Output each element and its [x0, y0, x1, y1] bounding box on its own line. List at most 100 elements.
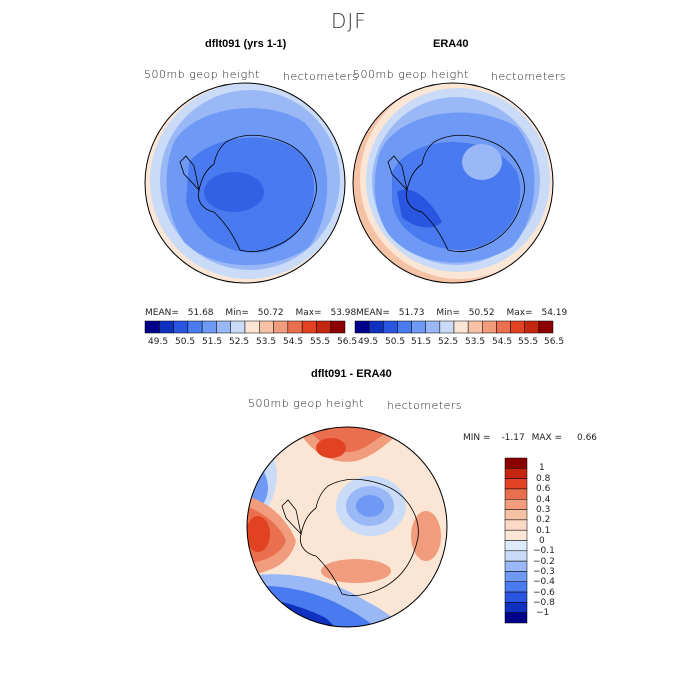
panel1-colorbar-cell — [273, 320, 289, 334]
panel3-title: dflt091 - ERA40 — [311, 368, 392, 380]
panel2-min-value: 50.52 — [468, 308, 495, 318]
panel1-tick: 53.5 — [256, 337, 277, 347]
panel2-colorbar-cell — [453, 320, 469, 334]
panel1-tick: 55.5 — [310, 337, 331, 347]
panel1-colorbar-cell — [144, 320, 160, 334]
panel1-tick: 56.5 — [337, 337, 358, 347]
panel3-tick: −0.6 — [533, 588, 555, 598]
panel1-colorbar-cell — [244, 320, 260, 334]
panel2-colorbar-cell — [439, 320, 455, 334]
panel3-colorbar — [504, 457, 528, 624]
panel3-colorbar-cell — [504, 540, 528, 552]
panel3-colorbar-cell — [504, 612, 528, 624]
panel2-mean-label: MEAN= — [356, 308, 390, 318]
panel1-polar-map — [144, 82, 346, 284]
panel3-tick: −0.2 — [533, 557, 555, 567]
panel3-colorbar-cell — [504, 478, 528, 490]
panel3-max-value: 0.66 — [576, 433, 598, 443]
panel3-min-value: -1.17 — [501, 433, 525, 443]
panel1-colorbar-cell — [216, 320, 231, 334]
panel3-tick: 0.8 — [536, 474, 551, 484]
panel3-tick: 1 — [539, 463, 545, 473]
panel1-tick: 51.5 — [202, 337, 223, 347]
panel3-colorbar-cell — [504, 602, 528, 613]
panel3-tick: −0.3 — [533, 567, 555, 577]
panel1-subtitle-right: hectometers — [283, 70, 359, 83]
panel2-max-value: 54.19 — [541, 308, 568, 318]
panel2-colorbar-cell — [467, 320, 483, 334]
panel1-colorbar-cell — [159, 320, 174, 334]
panel2-subtitle-left: 500mb geop height — [353, 68, 469, 81]
panel2-colorbar-cell — [383, 320, 398, 334]
panel2-polar-map — [352, 82, 554, 284]
panel1-colorbar-cell — [201, 320, 217, 334]
panel1-title: dflt091 (yrs 1-1) — [205, 38, 287, 50]
panel2-tick: 54.5 — [492, 337, 513, 347]
panel3-tick: 0.2 — [536, 515, 551, 525]
panel1-tick: 49.5 — [148, 337, 169, 347]
panel3-antarctica-outline — [281, 478, 419, 596]
panel1-subtitle-left: 500mb geop height — [144, 68, 260, 81]
panel3-tick: 0.4 — [536, 495, 551, 505]
panel3-tick: 0.1 — [536, 526, 551, 536]
panel3-colorbar-cell — [504, 571, 528, 582]
panel3-colorbar-cell — [504, 457, 528, 469]
panel3-polar-map — [246, 426, 448, 628]
panel3-tick: −1 — [536, 608, 550, 618]
panel1-max-value: 53.98 — [330, 308, 357, 318]
panel2-colorbar-cell — [524, 320, 540, 334]
panel1-stats: MEAN= 51.68 Min= 50.72 Max= 53.98 — [145, 308, 356, 318]
panel3-colorbar-cell — [504, 509, 528, 521]
panel2-mean-value: 51.73 — [398, 308, 425, 318]
panel3-stats: MIN = -1.17 MAX = 0.66 — [463, 433, 597, 443]
panel2-tick: 56.5 — [544, 337, 565, 347]
panel3-min-label: MIN = — [463, 433, 491, 443]
panel2-tick: 49.5 — [358, 337, 379, 347]
panel2-tick: 52.5 — [438, 337, 459, 347]
panel3-tick: 0.3 — [536, 505, 551, 515]
panel3-tick: −0.4 — [533, 577, 555, 587]
panel2-stats: MEAN= 51.73 Min= 50.52 Max= 54.19 — [356, 308, 567, 318]
panel2-tick: 51.5 — [411, 337, 432, 347]
panel2-tick: 53.5 — [465, 337, 486, 347]
panel2-colorbar-cell — [354, 320, 370, 334]
panel1-min-value: 50.72 — [257, 308, 284, 318]
panel2-colorbar-cell — [411, 320, 426, 334]
panel3-tick: 0.6 — [536, 484, 551, 494]
panel3-colorbar-cell — [504, 519, 528, 531]
panel2-tick: 50.5 — [385, 337, 406, 347]
panel3-subtitle-right: hectometers — [387, 399, 463, 412]
panel2-colorbar — [354, 320, 554, 334]
panel2-colorbar-cell — [482, 320, 497, 334]
panel1-colorbar-cell — [259, 320, 274, 334]
panel3-colorbar-cell — [504, 468, 528, 479]
panel1-colorbar-cell — [287, 320, 303, 334]
panel2-antarctica-outline — [387, 134, 525, 252]
panel2-min-label: Min= — [436, 308, 460, 318]
panel3-tick: 0 — [539, 536, 545, 546]
panel2-colorbar-cell — [425, 320, 441, 334]
panel1-max-label: Max= — [295, 308, 322, 318]
panel3-colorbar-cell — [504, 581, 528, 593]
panel1-colorbar-cell — [330, 320, 346, 334]
panel1-colorbar-cell — [316, 320, 331, 334]
panel1-antarctica-outline — [179, 134, 317, 252]
panel1-colorbar-cell — [173, 320, 189, 334]
panel2-colorbar-cell — [397, 320, 412, 334]
panel2-colorbar-cell — [368, 320, 384, 334]
panel1-colorbar — [144, 320, 346, 334]
panel2-colorbar-cell — [496, 320, 511, 334]
panel3-colorbar-cell — [504, 560, 528, 572]
panel1-colorbar-cell — [301, 320, 317, 334]
panel2-colorbar-cell — [510, 320, 525, 334]
panel1-colorbar-cell — [187, 320, 203, 334]
panel1-mean-value: 51.68 — [187, 308, 214, 318]
panel2-subtitle-right: hectometers — [491, 70, 567, 83]
panel1-tick: 50.5 — [175, 337, 196, 347]
panel1-min-label: Min= — [225, 308, 249, 318]
panel3-colorbar-cell — [504, 488, 528, 500]
panel2-colorbar-cell — [538, 320, 554, 334]
panel3-subtitle-left: 500mb geop height — [248, 397, 364, 410]
panel3-max-label: MAX = — [531, 433, 563, 443]
panel1-colorbar-cell — [230, 320, 246, 334]
